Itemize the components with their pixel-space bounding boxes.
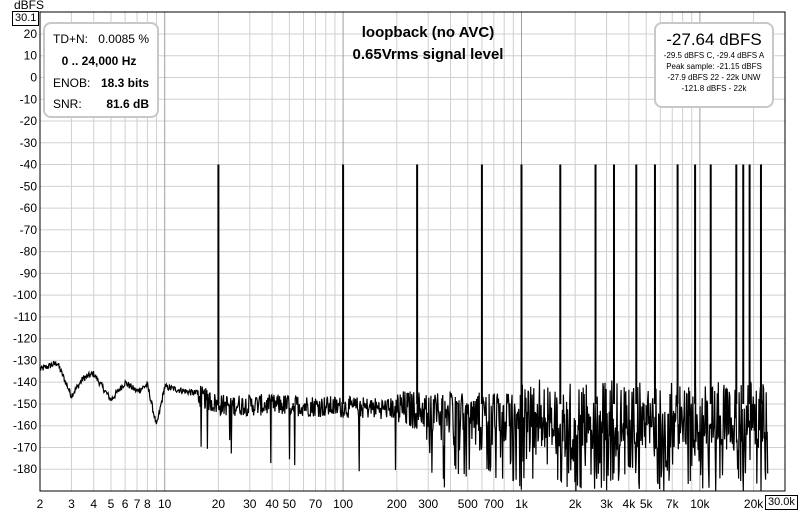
level-line-4: -121.8 dBFS - 22k: [681, 84, 747, 93]
x-tick-label: 50: [283, 497, 297, 511]
y-tick-label: 20: [24, 27, 38, 41]
x-tick-label: 2k: [569, 497, 583, 511]
y-tick-label: -30: [20, 136, 38, 150]
level-main-value: -27.64 dBFS: [666, 30, 762, 49]
y-tick-label: -160: [13, 419, 37, 433]
x-tick-label: 20: [212, 497, 226, 511]
x-tick-label: 10k: [690, 497, 710, 511]
x-tick-label: 7k: [666, 497, 680, 511]
snr-label: SNR:: [53, 97, 82, 111]
level-line-3: -27.9 dBFS 22 - 22k UNW: [667, 73, 761, 82]
chart-subtitle: 0.65Vrms signal level: [353, 46, 504, 63]
y-tick-label: -90: [20, 266, 38, 280]
y-tick-label: -110: [14, 310, 37, 324]
y-tick-label: -50: [20, 179, 38, 193]
plot-frame: [39, 11, 786, 492]
x-tick-label: 8: [144, 497, 151, 511]
y-tick-label: -140: [13, 375, 37, 389]
x-tick-label: 4: [90, 497, 97, 511]
x-tick-label: 200: [387, 497, 407, 511]
range-row: 0 .. 24,000 Hz: [45, 54, 153, 68]
y-tick-label: 0: [30, 71, 37, 85]
y-axis-label: dBFS: [14, 0, 44, 12]
x-tick-label: 300: [418, 497, 438, 511]
noise-floor-line: [39, 360, 769, 492]
y-tick-label: -170: [13, 440, 37, 454]
level-panel: -27.64 dBFS -29.5 dBFS C, -29.4 dBFS A P…: [654, 22, 774, 108]
y-tick-label: -120: [13, 332, 37, 346]
tdn-label: TD+N:: [53, 32, 89, 46]
enob-value: 18.3 bits: [100, 76, 149, 90]
x-tick-label: 5: [108, 497, 115, 511]
y-tick-label: -130: [13, 353, 37, 367]
level-line-1: -29.5 dBFS C, -29.4 dBFS A: [663, 51, 765, 60]
y-tick-label: -40: [20, 158, 38, 172]
y-tick-label: -100: [13, 288, 37, 302]
x-tick-label: 30: [243, 497, 257, 511]
x-tick-label: 7: [134, 497, 141, 511]
x-tick-label: 2: [37, 497, 44, 511]
x-tick-label: 3k: [600, 497, 614, 511]
x-tick-label: 700: [484, 497, 504, 511]
y-max-box[interactable]: 30.1: [12, 11, 40, 26]
level-line-2: Peak sample: -21.15 dBFS: [666, 62, 762, 71]
noise-floor-series: [39, 360, 769, 492]
y-tick-label: -60: [20, 201, 38, 215]
y-tick-label: -180: [13, 462, 37, 476]
y-tick-label: -20: [20, 114, 38, 128]
x-tick-label: 10: [158, 497, 172, 511]
x-tick-label: 3: [68, 497, 75, 511]
snr-value: 81.6 dB: [106, 97, 149, 111]
y-tick-label: -10: [20, 92, 38, 106]
x-tick-label: 4k: [623, 497, 637, 511]
y-tick-label: -70: [20, 223, 38, 237]
x-tick-labels: 2 3 4 5 6 7 8 10 20 30 40 50 70 100 200 300 500 700 1k 2k 3k…: [37, 497, 765, 511]
x-tick-label: 6: [122, 497, 129, 511]
enob-label: ENOB:: [53, 76, 91, 90]
x-max-box[interactable]: 30.0k: [765, 495, 798, 510]
y-tick-label: -80: [20, 245, 38, 259]
range-value: 0 .. 24,000 Hz: [61, 54, 137, 68]
tdn-value: 0.0085 %: [98, 32, 149, 46]
y-tick-label: 10: [24, 49, 38, 63]
x-tick-label: 5k: [640, 497, 654, 511]
tone-series: [217, 164, 762, 404]
x-tick-label: 1k: [515, 497, 529, 511]
x-tick-label: 40: [265, 497, 279, 511]
y-tick-labels: 20 10 0 -10 -20 -30 -40 -50 -60 -70 -80 -90 -100 -110…: [13, 27, 37, 476]
chart-title: loopback (no AVC): [362, 24, 495, 41]
x-tick-label: 70: [309, 497, 323, 511]
y-tick-label: -150: [13, 397, 37, 411]
stats-panel: TD+N: 0.0085 % 0 .. 24,000 Hz ENOB: 18.3…: [43, 22, 159, 118]
x-tick-label: 20k: [744, 497, 764, 511]
x-tick-label: 500: [458, 497, 478, 511]
x-tick-label: 100: [333, 497, 353, 511]
